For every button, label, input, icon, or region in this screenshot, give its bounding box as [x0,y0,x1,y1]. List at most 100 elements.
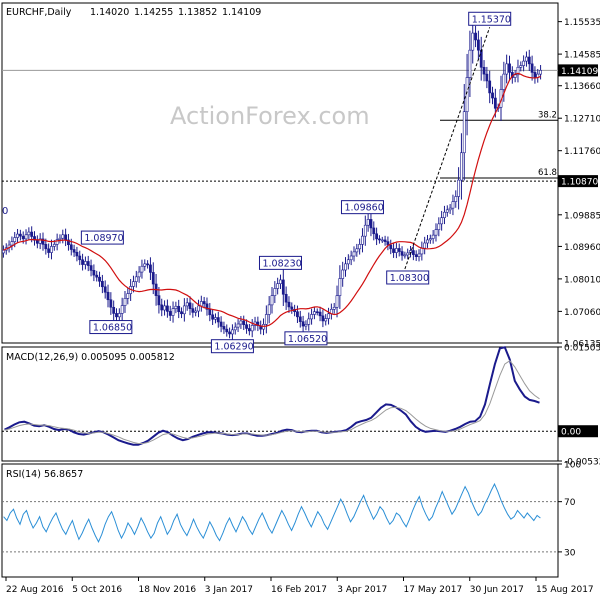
price-candle-body [52,244,56,247]
price-candle-body [233,326,237,331]
price-candle-body [205,303,209,310]
price-candle-body [21,235,25,240]
price-candle-body [117,313,121,318]
price-annotation-box [210,339,254,354]
price-annotation-box [284,331,328,346]
price-candle-body [426,239,429,244]
price-candle-body [126,293,130,299]
price-candle-body [324,318,328,322]
price-candle-body [411,250,415,255]
price-candle-body [378,238,381,241]
price-y-tick-label: 1.07060 [564,308,600,318]
price-candle-body [440,217,444,225]
price-candle-body [267,304,271,315]
macd-signal-line [4,360,540,444]
price-candle-body [372,227,376,235]
price-candle-body [539,70,542,75]
price-candle-body [208,309,212,316]
price-candle-body [369,219,373,229]
left-cut-label: 0 [2,206,8,217]
price-candle-body [355,248,359,253]
price-y-tick-label: 1.11760 [564,147,600,157]
price-candle-body [465,77,469,113]
price-header-symbol: EURCHF,Daily [6,7,72,18]
price-annotation-box [468,11,512,26]
price-candle-body [112,306,116,314]
price-candle-body [38,238,42,244]
macd-y-tick-label: 0.015052 [564,344,600,354]
price-candle-body [530,63,534,73]
price-candle-body [332,306,336,310]
price-candle-body [508,63,511,73]
price-candle-body [448,207,452,211]
price-candle-body [315,311,319,314]
price-candle-body [445,209,449,213]
price-candle-body [397,248,401,252]
price-candle-body [81,259,84,265]
price-candle-body [423,242,427,249]
fib-level-label: 38.2 [538,110,557,120]
price-header-high: 1.14255 [134,7,173,18]
price-candle-body [109,299,113,308]
x-tick-label: 18 Nov 2016 [139,585,197,595]
price-candle-body [239,320,243,325]
price-candle-body [476,39,480,51]
price-header-open: 1.14020 [90,7,129,18]
x-tick-label: 3 Apr 2017 [337,585,387,595]
macd-panel-frame [1,346,559,462]
price-candle-body [132,281,135,287]
price-candle-body [281,279,285,295]
price-candle-body [55,239,59,245]
price-candle-body [479,49,483,68]
x-tick-label: 3 Jan 2017 [205,585,253,595]
x-tick-label: 5 Oct 2016 [72,585,122,595]
price-candle-body [363,224,367,237]
price-candle-body [171,308,175,316]
price-candle-body [188,302,192,309]
price-candle-body [273,288,277,296]
price-candle-body [287,301,291,308]
price-candle-body [123,298,127,306]
price-candle-body [488,80,492,94]
price-candle-body [310,314,313,320]
price-candle-body [318,311,322,317]
macd-header: MACD(12,26,9) 0.005095 0.005812 [6,352,175,363]
price-candle-body [163,305,166,311]
price-candle-body [380,239,384,242]
price-candle-body [75,251,79,257]
price-candle-body [228,331,231,335]
price-candle-body [140,265,144,273]
price-candle-body [2,249,5,254]
price-candle-body [454,196,458,202]
price-candle-body [533,72,537,78]
price-annotation-label: 1.06520 [288,334,327,345]
price-header-close: 1.14109 [222,7,261,18]
price-y-tick-label: 1.13660 [564,82,600,92]
price-candle-body [394,248,398,253]
price-candle-body [10,241,14,246]
price-candle-body [284,293,288,303]
price-candle-body [92,270,96,276]
price-candle-body [321,315,325,322]
price-annotation-label: 1.06290 [214,342,253,353]
price-candle-body [366,219,370,226]
rsi-header: RSI(14) 56.8657 [6,469,83,480]
price-annotation-label: 1.15370 [472,14,511,25]
price-candle-body [516,66,520,76]
price-candle-body [174,305,178,309]
rsi-line [3,482,541,543]
macd-current-box [558,425,598,438]
price-candle-body [13,237,17,242]
price-candle-body [327,313,330,319]
price-candle-body [414,254,418,257]
rsi-panel-frame [1,463,559,578]
price-candle-body [168,311,172,316]
axis-layer: 1.15535 1.14585 1.13660 1.12710 1.11760 1.098… [5,18,600,595]
price-candle-body [199,301,203,307]
horizontal-level-label: 1.10870 [561,178,598,188]
price-y-tick-label: 1.08960 [564,243,600,253]
price-candle-body [58,237,62,240]
price-candle-body [222,326,226,330]
price-candle-body [457,179,460,197]
price-candle-body [431,234,435,239]
